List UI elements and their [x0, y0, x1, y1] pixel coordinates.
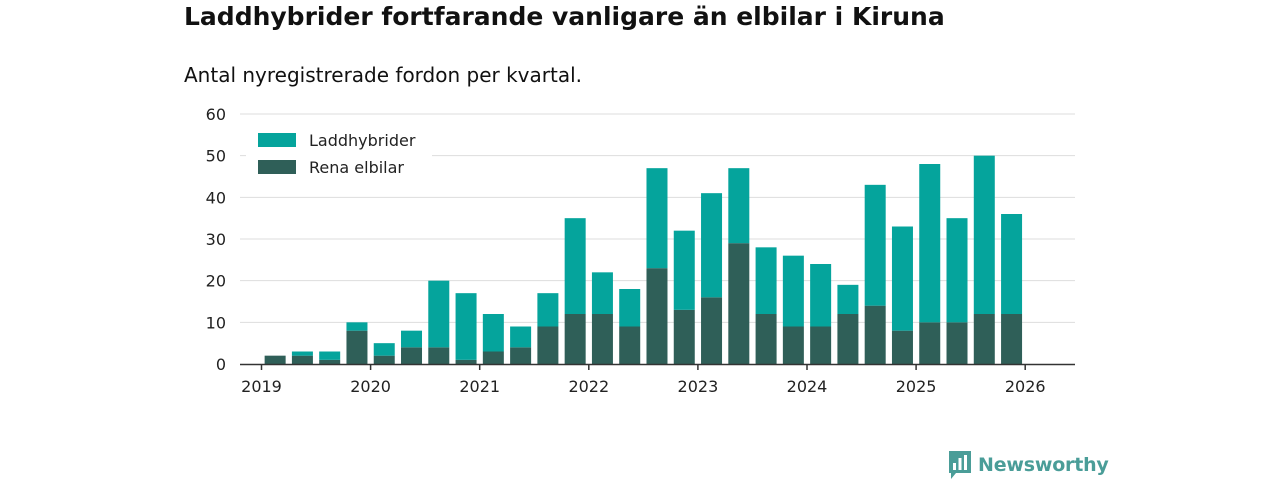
bar-laddhybrider — [891, 226, 913, 331]
bar-rena-elbilar — [319, 359, 341, 364]
bar-rena-elbilar — [864, 305, 886, 364]
bar-laddhybrider — [837, 284, 859, 314]
bar-rena-elbilar — [401, 347, 423, 364]
bar-laddhybrider — [673, 230, 695, 310]
bar-laddhybrider — [701, 193, 723, 298]
bar-laddhybrider — [291, 351, 313, 356]
x-tick-label: 2026 — [1005, 377, 1046, 396]
bar-laddhybrider — [428, 280, 450, 348]
bar-laddhybrider — [482, 314, 504, 352]
newsworthy-logo-icon — [949, 451, 971, 479]
bar-laddhybrider — [755, 247, 777, 314]
y-tick-label: 0 — [216, 355, 226, 374]
x-axis: 2019 2020 2021 2022 2023 2024 2025 2026 — [240, 363, 1075, 396]
bar-rena-elbilar — [646, 268, 668, 364]
bar-laddhybrider — [510, 326, 532, 348]
bar-rena-elbilar — [946, 322, 968, 364]
bar-rena-elbilar — [891, 330, 913, 364]
brand-name: Newsworthy — [978, 454, 1109, 476]
brand-logo: Newsworthy — [948, 450, 1109, 480]
bar-laddhybrider — [591, 272, 613, 314]
legend-label-laddhybrider: Laddhybrider — [309, 131, 416, 150]
bar-rena-elbilar — [782, 326, 804, 364]
bar-laddhybrider — [810, 264, 832, 327]
x-tick-label: 2023 — [678, 377, 719, 396]
chart-subtitle: Antal nyregistrerade fordon per kvartal. — [184, 63, 583, 87]
bar-laddhybrider — [346, 322, 368, 331]
y-tick-label: 10 — [206, 313, 226, 332]
bar-rena-elbilar — [373, 355, 395, 364]
y-axis-ticks: 0 10 20 30 40 50 60 — [206, 105, 226, 374]
bar-rena-elbilar — [455, 359, 477, 364]
y-tick-label: 50 — [206, 147, 226, 166]
y-tick-label: 40 — [206, 188, 226, 207]
bar-rena-elbilar — [291, 355, 313, 364]
bar-rena-elbilar — [619, 326, 641, 364]
legend-swatch-laddhybrider — [258, 133, 296, 147]
y-tick-label: 20 — [206, 272, 226, 291]
bar-rena-elbilar — [564, 314, 586, 364]
legend: Laddhybrider Rena elbilar — [246, 128, 432, 188]
bar-rena-elbilar — [482, 351, 504, 364]
bar-laddhybrider — [564, 218, 586, 314]
bar-laddhybrider — [1001, 214, 1023, 314]
y-tick-label: 30 — [206, 230, 226, 249]
x-tick-label: 2024 — [787, 377, 828, 396]
x-tick-label: 2022 — [568, 377, 609, 396]
y-tick-label: 60 — [206, 105, 226, 124]
bar-laddhybrider — [319, 351, 341, 360]
bar-laddhybrider — [373, 343, 395, 356]
bar-laddhybrider — [782, 255, 804, 327]
chart-title: Laddhybrider fortfarande vanligare än el… — [184, 2, 945, 31]
x-tick-label: 2019 — [241, 377, 282, 396]
bar-rena-elbilar — [919, 322, 941, 364]
bar-rena-elbilar — [346, 330, 368, 364]
bar-rena-elbilar — [755, 314, 777, 364]
bar-laddhybrider — [537, 293, 559, 327]
bar-rena-elbilar — [264, 355, 286, 364]
bar-rena-elbilar — [591, 314, 613, 364]
bar-laddhybrider — [401, 330, 423, 348]
bar-laddhybrider — [619, 289, 641, 327]
x-tick-label: 2021 — [459, 377, 500, 396]
bars — [264, 155, 1023, 364]
bar-laddhybrider — [728, 168, 750, 244]
bar-rena-elbilar — [810, 326, 832, 364]
legend-label-rena-elbilar: Rena elbilar — [309, 158, 404, 177]
bar-rena-elbilar — [537, 326, 559, 364]
bar-rena-elbilar — [1001, 314, 1023, 364]
bar-laddhybrider — [455, 293, 477, 360]
bar-laddhybrider — [646, 168, 668, 269]
bar-rena-elbilar — [428, 347, 450, 364]
x-tick-label: 2020 — [350, 377, 391, 396]
bar-laddhybrider — [864, 184, 886, 306]
bar-rena-elbilar — [701, 297, 723, 364]
bar-rena-elbilar — [673, 309, 695, 364]
bar-rena-elbilar — [728, 243, 750, 364]
bar-rena-elbilar — [973, 314, 995, 364]
x-tick-label: 2025 — [896, 377, 937, 396]
bar-laddhybrider — [919, 164, 941, 323]
bar-rena-elbilar — [510, 347, 532, 364]
bar-rena-elbilar — [837, 314, 859, 364]
bar-laddhybrider — [946, 218, 968, 323]
bar-laddhybrider — [973, 155, 995, 314]
legend-swatch-rena-elbilar — [258, 160, 296, 174]
